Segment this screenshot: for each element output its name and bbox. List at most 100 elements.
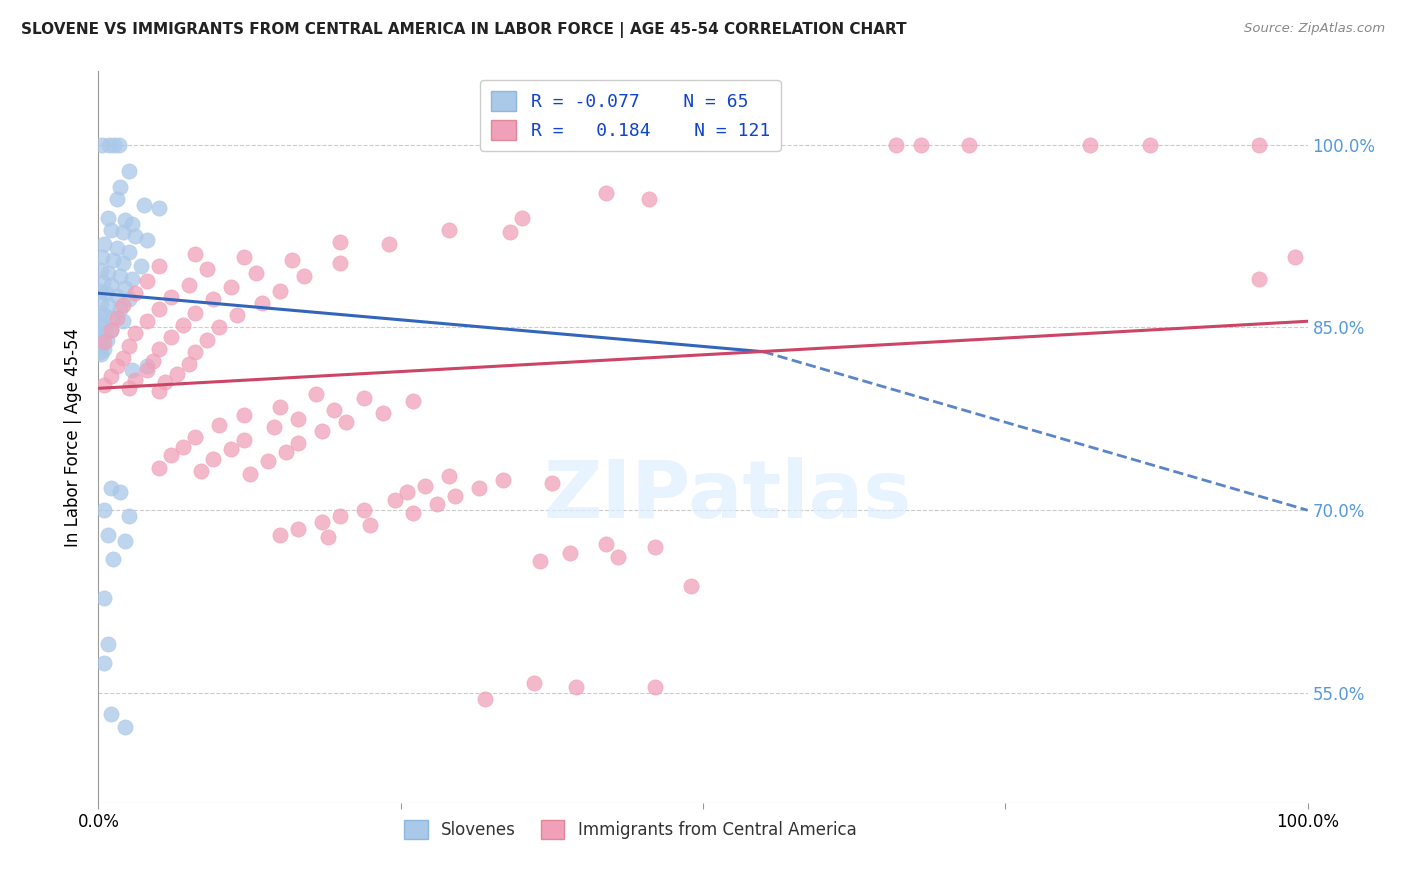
Point [179, 357, 201, 371]
Point [208, 417, 231, 432]
Point [360, 517, 382, 532]
Point [114, 720, 136, 734]
Point [121, 217, 143, 231]
Point [287, 412, 309, 426]
Point [558, 546, 581, 560]
Point [111, 256, 134, 270]
Point [142, 354, 165, 368]
Point [124, 326, 146, 341]
Point [329, 235, 352, 249]
Point [91, 275, 114, 289]
Point [93, 503, 115, 517]
Point [595, 186, 617, 201]
Point [184, 430, 207, 444]
Point [93, 343, 115, 357]
Point [371, 406, 394, 420]
Point [105, 359, 128, 374]
Point [160, 290, 183, 304]
Point [957, 137, 980, 152]
Point [195, 333, 218, 347]
Point [153, 376, 176, 390]
Point [202, 452, 225, 467]
Point [97, 266, 120, 280]
Point [510, 211, 533, 225]
Point [166, 367, 188, 381]
Point [886, 137, 908, 152]
Point [93, 334, 115, 349]
Point [103, 137, 125, 152]
Point [468, 481, 491, 495]
Point [134, 198, 156, 212]
Point [232, 250, 254, 264]
Point [148, 302, 170, 317]
Point [323, 403, 346, 417]
Point [89, 326, 111, 341]
Point [1078, 137, 1101, 152]
Point [90, 347, 112, 361]
Point [111, 225, 134, 239]
Point [311, 516, 333, 530]
Point [90, 339, 112, 353]
Point [89, 284, 111, 298]
Point [135, 233, 157, 247]
Text: Source: ZipAtlas.com: Source: ZipAtlas.com [1244, 22, 1385, 36]
Point [402, 393, 425, 408]
Point [274, 444, 297, 458]
Point [101, 253, 124, 268]
Point [114, 533, 136, 548]
Point [281, 253, 304, 268]
Point [121, 271, 143, 285]
Point [118, 293, 141, 307]
Point [93, 656, 115, 670]
Point [263, 420, 285, 434]
Point [329, 509, 352, 524]
Point [250, 296, 273, 310]
Point [644, 680, 666, 694]
Point [637, 193, 659, 207]
Point [100, 323, 122, 337]
Point [523, 676, 546, 690]
Point [498, 225, 520, 239]
Point [124, 373, 146, 387]
Point [101, 552, 124, 566]
Point [124, 228, 146, 243]
Point [269, 527, 291, 541]
Point [114, 281, 136, 295]
Point [108, 485, 131, 500]
Point [118, 164, 141, 178]
Point [97, 298, 120, 312]
Point [179, 277, 201, 292]
Point [118, 381, 141, 395]
Point [114, 213, 136, 227]
Point [395, 485, 418, 500]
Point [239, 467, 262, 481]
Point [100, 369, 122, 384]
Point [202, 293, 225, 307]
Point [118, 509, 141, 524]
Point [444, 489, 467, 503]
Point [100, 481, 122, 495]
Point [97, 637, 120, 651]
Point [118, 244, 141, 259]
Point [437, 223, 460, 237]
Point [111, 351, 134, 365]
Point [384, 493, 406, 508]
Point [232, 433, 254, 447]
Point [118, 339, 141, 353]
Point [269, 284, 291, 298]
Point [353, 503, 375, 517]
Point [377, 237, 399, 252]
Point [1249, 271, 1271, 285]
Point [529, 554, 551, 568]
Point [97, 211, 120, 225]
Point [100, 223, 122, 237]
Point [135, 359, 157, 374]
Point [89, 344, 111, 359]
Point [160, 330, 183, 344]
Point [644, 540, 666, 554]
Point [129, 260, 152, 274]
Point [329, 256, 352, 270]
Point [160, 449, 183, 463]
Point [1139, 137, 1161, 152]
Point [108, 302, 131, 317]
